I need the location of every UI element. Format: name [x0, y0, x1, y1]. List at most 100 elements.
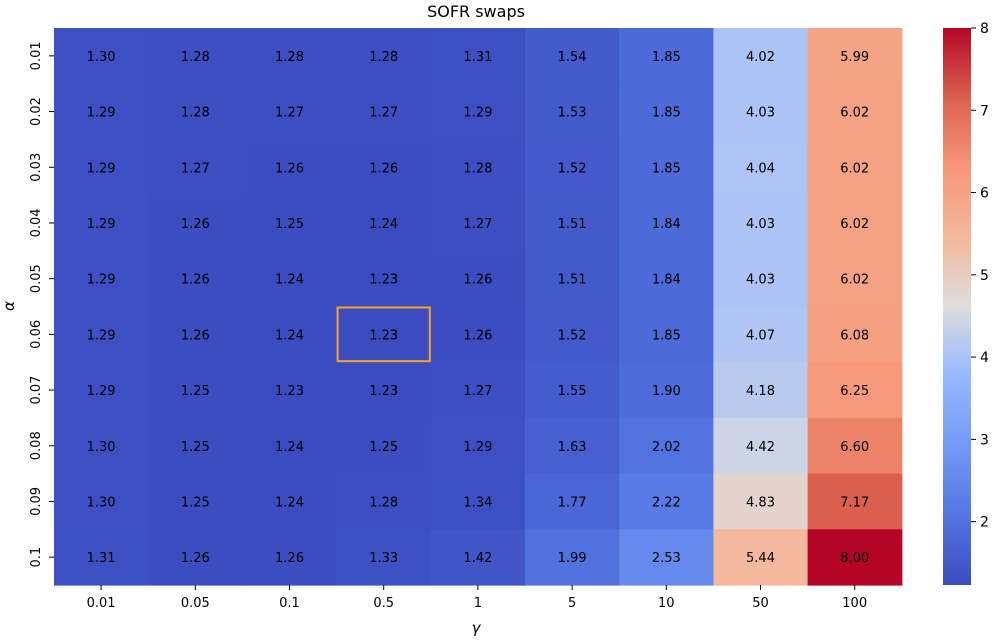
heatmap-cell: [430, 417, 526, 475]
cell-value-label: 1.84: [652, 217, 681, 232]
heatmap-cell: [242, 28, 338, 85]
heatmap-cell: [619, 195, 714, 252]
heatmap-cell: [242, 195, 338, 252]
cell-value-label: 6.02: [840, 217, 869, 232]
colorbar-tick-label: 8: [980, 21, 989, 37]
cell-value-label: 1.29: [463, 440, 492, 455]
heatmap-cell: [807, 83, 903, 140]
cell-value-label: 2.22: [652, 495, 681, 510]
heatmap-cell: [148, 139, 243, 196]
heatmap-cell: [148, 28, 243, 85]
cell-value-label: 4.18: [746, 384, 775, 399]
heatmap-cell: [148, 250, 243, 308]
cell-value-label: 1.25: [369, 440, 398, 455]
cell-value-label: 1.30: [87, 440, 116, 455]
heatmap-cell: [430, 195, 526, 252]
cell-value-label: 1.28: [181, 106, 210, 121]
cell-value-label: 1.27: [275, 106, 304, 121]
cell-value-label: 1.51: [558, 217, 587, 232]
heatmap-cell: [336, 83, 432, 140]
heatmap-cell: [713, 529, 809, 586]
cell-value-label: 1.34: [463, 495, 492, 510]
y-axis-label: α: [0, 301, 18, 311]
heatmap-cell: [619, 473, 714, 530]
heatmap-cell: [242, 529, 338, 586]
heatmap-cell: [619, 83, 714, 140]
cell-value-label: 1.52: [558, 328, 587, 343]
heatmap-cell: [525, 473, 620, 530]
heatmap-cell: [619, 28, 714, 85]
heatmap-cells: 1.30 1.28 1.28 1.28 1.31 1.54 1.85 4.02 5.99 1.29…: [54, 28, 903, 586]
cell-value-label: 2.53: [652, 551, 681, 566]
y-tick-label: 0.06: [29, 320, 44, 349]
x-axis-label: γ: [472, 619, 482, 637]
cell-value-label: 1.85: [652, 106, 681, 121]
cell-value-label: 6.02: [840, 273, 869, 288]
x-axis-ticks: 0.01 0.05 0.1 0.5 1 5 10 50 100: [87, 585, 867, 611]
heatmap-cell: [336, 28, 432, 85]
cell-value-label: 1.29: [87, 217, 116, 232]
heatmap-cell: [148, 195, 243, 252]
heatmap-cell: [242, 473, 338, 530]
x-tick-label: 100: [842, 596, 867, 611]
y-tick-label: 0.09: [29, 487, 44, 516]
y-tick-label: 0.1: [29, 547, 44, 568]
cell-value-label: 4.42: [746, 440, 775, 455]
cell-value-label: 4.03: [746, 273, 775, 288]
cell-value-label: 8.00: [840, 551, 869, 566]
y-tick-label: 0.05: [29, 264, 44, 293]
heatmap-cell: [619, 250, 714, 308]
heatmap-cell: [619, 306, 714, 363]
heatmap-cell: [242, 139, 338, 196]
heatmap-cell: [242, 362, 338, 419]
cell-value-label: 1.63: [558, 440, 587, 455]
cell-value-label: 1.28: [369, 495, 398, 510]
colorbar-tick-label: 6: [980, 186, 989, 202]
cell-value-label: 1.26: [275, 551, 304, 566]
heatmap-cell: [336, 473, 432, 530]
colorbar-tick-label: 5: [980, 268, 989, 284]
heatmap-cell: [430, 362, 526, 419]
cell-value-label: 1.28: [275, 50, 304, 65]
x-tick-label: 0.05: [181, 596, 210, 611]
heatmap-cell: [336, 250, 432, 308]
cell-value-label: 4.02: [746, 50, 775, 65]
heatmap-cell: [807, 417, 903, 475]
heatmap-cell: [148, 473, 243, 530]
heatmap-cell: [619, 139, 714, 196]
heatmap-cell: [242, 306, 338, 363]
cell-value-label: 1.27: [463, 384, 492, 399]
chart-title: SOFR swaps: [427, 2, 525, 21]
cell-value-label: 1.24: [275, 328, 304, 343]
cell-value-label: 1.42: [463, 551, 492, 566]
heatmap-cell: [713, 83, 809, 140]
y-tick-label: 0.02: [29, 97, 44, 126]
heatmap-cell: [54, 306, 149, 363]
heatmap-cell: [54, 473, 149, 530]
cell-value-label: 1.29: [87, 328, 116, 343]
cell-value-label: 1.51: [558, 273, 587, 288]
heatmap-cell: [713, 139, 809, 196]
heatmap-cell: [148, 529, 243, 586]
cell-value-label: 1.24: [369, 217, 398, 232]
colorbar-tick-label: 2: [980, 515, 989, 531]
heatmap-cell: [242, 417, 338, 475]
heatmap-cell: [713, 306, 809, 363]
cell-value-label: 1.26: [463, 273, 492, 288]
cell-value-label: 1.24: [275, 495, 304, 510]
cell-value-label: 1.29: [87, 384, 116, 399]
heatmap-cell: [525, 250, 620, 308]
heatmap-cell: [54, 417, 149, 475]
cell-value-label: 1.53: [558, 106, 587, 121]
cell-value-label: 1.85: [652, 328, 681, 343]
heatmap-cell: [807, 362, 903, 419]
cell-value-label: 6.02: [840, 161, 869, 176]
cell-value-label: 1.28: [369, 50, 398, 65]
cell-value-label: 1.33: [369, 551, 398, 566]
cell-value-label: 1.26: [463, 328, 492, 343]
colorbar-gradient: [943, 28, 971, 585]
heatmap-cell: [713, 250, 809, 308]
heatmap-cell: [242, 83, 338, 140]
heatmap-cell: [148, 83, 243, 140]
cell-value-label: 1.27: [463, 217, 492, 232]
